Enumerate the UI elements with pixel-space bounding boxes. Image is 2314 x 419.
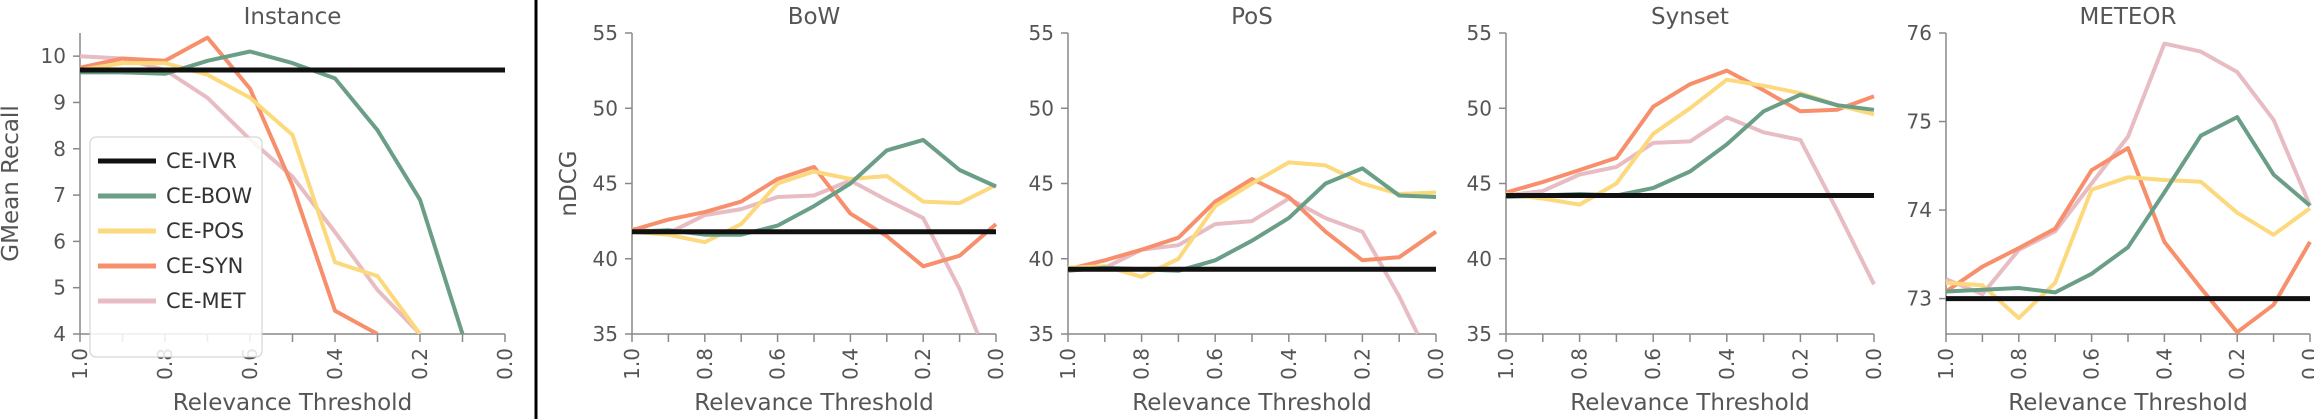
series-line-ce-syn [79, 35, 379, 334]
x-tick-label: 0.0 [2298, 348, 2314, 380]
y-tick-label: 8 [53, 137, 66, 161]
x-tick-label: 0.6 [2080, 348, 2104, 380]
y-tick-label: 9 [53, 90, 66, 114]
x-axis-label: Relevance Threshold [2008, 390, 2247, 416]
series-line-ce-pos [631, 169, 997, 245]
x-tick-label: 0.0 [1424, 348, 1448, 380]
y-tick-label: 10 [41, 44, 66, 68]
x-tick-label: 0.6 [766, 348, 790, 380]
series-line-ce-met [1068, 196, 1420, 334]
series-line-ce-pos [1945, 175, 2312, 321]
y-axis-label: GMean Recall [0, 105, 24, 261]
panel-title: BoW [788, 4, 841, 30]
x-tick-label: 0.2 [911, 348, 935, 380]
series-line-ce-bow [631, 137, 997, 237]
y-tick-label: 55 [1029, 21, 1054, 45]
x-tick-label: 1.0 [68, 348, 92, 380]
y-tick-label: 4 [53, 322, 66, 346]
x-tick-label: 0.4 [323, 348, 347, 380]
y-tick-label: 50 [593, 96, 618, 120]
legend-label: CE-POS [166, 219, 244, 243]
y-tick-label: 40 [1467, 247, 1492, 271]
y-tick-label: 35 [1029, 322, 1054, 346]
x-axis-label: Relevance Threshold [694, 390, 933, 416]
panel-title: Synset [1651, 4, 1729, 30]
x-tick-label: 1.0 [620, 348, 644, 380]
x-tick-label: 0.2 [1350, 348, 1374, 380]
x-axis-label: Relevance Threshold [173, 390, 412, 416]
x-tick-label: 0.2 [2225, 348, 2249, 380]
y-tick-label: 75 [1907, 110, 1932, 134]
x-tick-label: 0.6 [1641, 348, 1665, 380]
legend-label: CE-BOW [166, 184, 252, 208]
y-tick-label: 40 [593, 247, 618, 271]
series-line-ce-syn [1944, 146, 2312, 334]
series-line-ce-syn [631, 164, 998, 269]
x-tick-label: 0.8 [1568, 348, 1592, 380]
x-axis-label: Relevance Threshold [1570, 390, 1809, 416]
y-tick-label: 40 [1029, 247, 1054, 271]
y-tick-label: 55 [1467, 21, 1492, 45]
y-tick-label: 45 [1029, 172, 1054, 196]
y-tick-label: 45 [1467, 172, 1492, 196]
y-tick-label: 6 [53, 229, 66, 253]
x-tick-label: 0.2 [1788, 348, 1812, 380]
y-tick-label: 7 [53, 183, 66, 207]
series-line-ce-syn [1505, 68, 1875, 195]
x-tick-label: 0.8 [693, 348, 717, 380]
legend-label: CE-MET [166, 289, 246, 313]
y-tick-label: 76 [1907, 21, 1932, 45]
y-tick-label: 5 [53, 276, 66, 300]
x-tick-label: 0.6 [1203, 348, 1227, 380]
y-tick-label: 55 [593, 21, 618, 45]
x-tick-label: 1.0 [1494, 348, 1518, 380]
panel-title: METEOR [2079, 4, 2176, 30]
series-line-ce-syn [1067, 177, 1438, 272]
panel-title: PoS [1231, 4, 1273, 30]
y-tick-label: 50 [1029, 96, 1054, 120]
series-line-ce-bow [1945, 115, 2312, 295]
y-tick-label: 74 [1907, 198, 1932, 222]
series-line-ce-pos [1067, 160, 1437, 279]
x-tick-label: 0.8 [2007, 348, 2031, 380]
legend-label: CE-IVR [166, 149, 237, 173]
y-axis-label: nDCG [556, 150, 582, 216]
x-tick-label: 0.4 [838, 348, 862, 380]
x-tick-label: 0.0 [1862, 348, 1886, 380]
series-line-ce-met [1945, 41, 2312, 297]
y-tick-label: 35 [593, 322, 618, 346]
x-tick-label: 0.0 [493, 348, 517, 380]
series-line-ce-met [1505, 115, 1876, 286]
x-tick-label: 0.4 [2152, 348, 2176, 380]
series-line-ce-bow [80, 49, 465, 334]
x-tick-label: 1.0 [1056, 348, 1080, 380]
x-tick-label: 0.8 [1130, 348, 1154, 380]
x-tick-label: 0.0 [984, 348, 1008, 380]
x-tick-label: 1.0 [1934, 348, 1958, 380]
y-tick-label: 50 [1467, 96, 1492, 120]
legend-label: CE-SYN [166, 254, 243, 278]
x-tick-label: 0.4 [1715, 348, 1739, 380]
series-line-ce-pos [79, 61, 422, 334]
y-tick-label: 45 [593, 172, 618, 196]
x-axis-label: Relevance Threshold [1132, 390, 1371, 416]
x-tick-label: 0.2 [408, 348, 432, 380]
series-line-ce-met [631, 178, 980, 334]
x-tick-label: 0.4 [1277, 348, 1301, 380]
y-tick-label: 35 [1467, 322, 1492, 346]
panel-title: Instance [244, 4, 342, 30]
y-tick-label: 73 [1907, 287, 1932, 311]
